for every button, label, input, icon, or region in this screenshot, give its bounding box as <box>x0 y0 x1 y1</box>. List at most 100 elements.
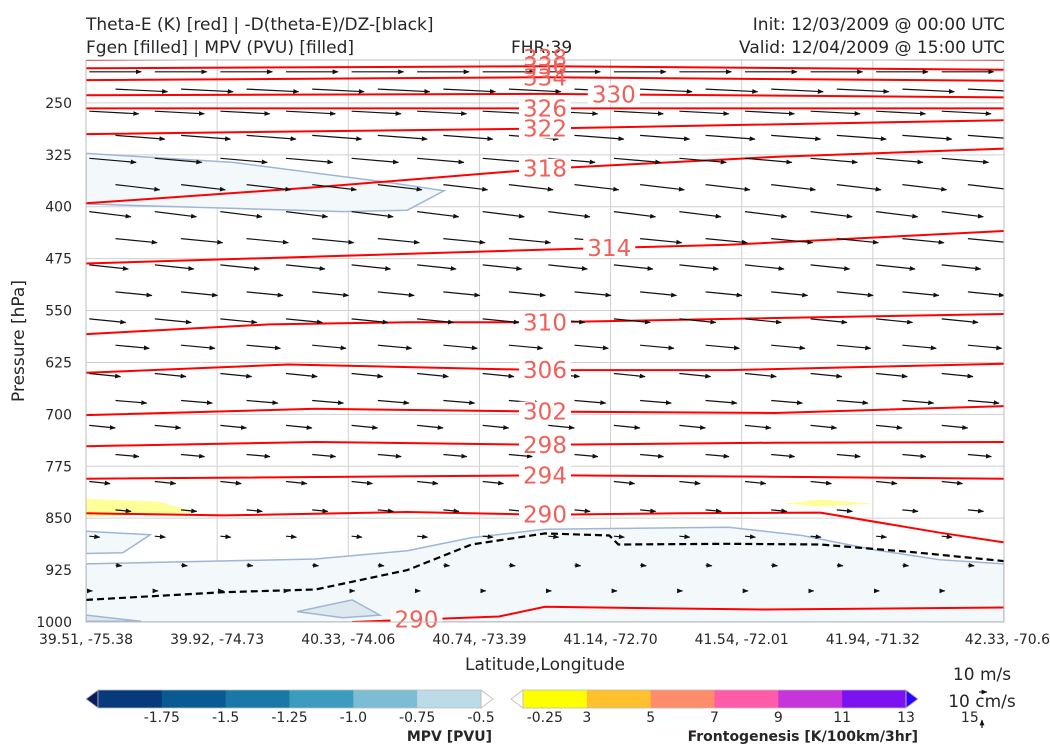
wind-vector <box>876 157 924 165</box>
colorbar: -1.75 -1.5 -1.25 -1.0 -0.75 -0.5 -0.25 MPV [PVU… <box>85 689 563 745</box>
wind-vector <box>705 238 748 245</box>
wind-vector <box>508 184 554 192</box>
colorbar-tick-label: -1.5 <box>212 710 239 726</box>
contour-label: 310 <box>523 310 567 336</box>
wind-vector <box>941 264 982 271</box>
wind-vector <box>941 318 979 325</box>
contour-label: 338 <box>523 46 567 72</box>
colorbar-segment <box>778 690 843 708</box>
contour-label-background <box>519 504 571 525</box>
wind-vector <box>246 291 284 298</box>
wind-vector <box>482 372 515 379</box>
wind-vector <box>246 399 279 406</box>
wind-vector <box>220 372 253 379</box>
y-tick-label: 1000 <box>36 615 72 631</box>
wind-vector <box>548 534 560 540</box>
wind-vector <box>771 184 816 192</box>
wind-vector <box>312 508 329 514</box>
wind-vector <box>154 534 166 540</box>
wind-vector <box>89 110 140 116</box>
wind-vector <box>508 344 544 351</box>
wind-vector <box>443 184 489 192</box>
wind-vector <box>902 399 935 406</box>
wind-vector <box>89 211 132 219</box>
x-tick-label: 41.94, -71.32 <box>826 632 920 648</box>
contour-label: 314 <box>587 236 631 262</box>
wind-vector <box>508 291 546 298</box>
wind-vector <box>351 480 373 486</box>
wind-vector <box>181 399 213 406</box>
wind-vector <box>181 238 224 245</box>
contour-label-background <box>519 401 571 422</box>
wind-vector <box>876 264 916 271</box>
wind-vector <box>902 508 919 514</box>
wind-vector <box>876 534 888 540</box>
wind-vector <box>312 291 350 298</box>
title-right-line1: Init: 12/03/2009 @ 00:00 UTC <box>752 15 1005 35</box>
wind-vector <box>154 318 192 325</box>
wind-vector <box>220 110 271 116</box>
wind-vector <box>640 344 675 351</box>
wind-vector <box>443 134 494 142</box>
wind-vector <box>640 508 657 514</box>
theta-e-contour <box>352 605 1004 622</box>
wind-vector <box>351 372 384 379</box>
colorbar-tick-label: 7 <box>710 710 719 726</box>
colorbar-extend-low <box>85 689 99 709</box>
mpv-fill-region <box>86 614 142 622</box>
contour-label-background <box>519 465 571 486</box>
wind-vector <box>482 264 523 271</box>
wind-vector <box>771 134 822 142</box>
wind-vector <box>771 291 809 298</box>
wind-vector <box>941 110 992 116</box>
wind-vector <box>285 264 326 271</box>
x-tick-label: 39.92, -74.73 <box>170 632 264 648</box>
contour-label-background <box>519 118 571 139</box>
wind-vector <box>443 291 481 298</box>
wind-vector <box>220 424 247 430</box>
wind-vector <box>640 88 693 94</box>
wind-vector <box>836 184 882 192</box>
wind-vector <box>89 480 111 486</box>
wind-vector <box>967 508 985 514</box>
wind-vector <box>285 211 329 219</box>
wind-vector <box>771 344 806 351</box>
wind-vector <box>246 184 292 192</box>
colorbar-outline <box>97 689 482 709</box>
wind-vector <box>679 372 712 379</box>
dthetae-dz-contour <box>86 532 1004 601</box>
y-tick-label: 400 <box>45 200 72 216</box>
y-tick-label: 550 <box>45 304 72 320</box>
y-tick-label: 700 <box>45 407 72 423</box>
wind-vector <box>744 372 777 379</box>
wind-vector <box>285 534 297 540</box>
wind-vector <box>154 211 197 219</box>
wind-vector <box>377 291 415 298</box>
wind-vector <box>285 157 334 165</box>
wind-vector <box>679 157 727 165</box>
wind-vector <box>154 372 187 379</box>
theta-e-contour <box>86 230 1004 265</box>
wind-vector <box>377 399 410 406</box>
wind-vector <box>640 453 665 459</box>
wind-vector <box>640 291 678 298</box>
wind-vector <box>548 424 575 430</box>
contour-label-background <box>519 158 571 179</box>
wind-vector <box>574 453 599 459</box>
wind-vector <box>836 88 890 94</box>
wind-reference: 10 m/s 10 cm/s <box>948 665 1016 728</box>
colorbar-tick-label: -1.0 <box>340 710 367 726</box>
wind-vector <box>377 184 423 192</box>
wind-vector <box>679 480 701 486</box>
wind-vector <box>902 344 937 351</box>
wind-vector <box>705 399 738 406</box>
wind-vector <box>810 534 822 540</box>
wind-vector <box>443 399 476 406</box>
wind-vector <box>574 134 625 142</box>
wind-vector <box>744 318 782 325</box>
wind-vector <box>246 344 281 351</box>
colorbar-title: MPV [PVU] <box>407 729 492 745</box>
contour-label-background <box>519 312 571 333</box>
wind-vector <box>902 134 953 142</box>
colorbar-tick-label: -0.75 <box>399 710 435 726</box>
